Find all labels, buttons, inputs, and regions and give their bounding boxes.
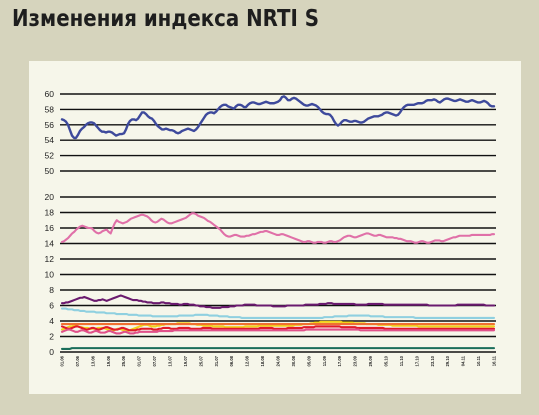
x-tick-label-6: 07.07: [152, 355, 157, 366]
bottom-ytick-2: 2: [49, 332, 54, 342]
bottom-series-line-1: [60, 294, 496, 309]
line-chart: 50 52 54 56 58 60 0 2 4 6 8 10 12 14 16 18 20 01.06 07.06 1…: [45, 89, 497, 366]
chart-title: Изменения индекса NRTI S: [12, 6, 320, 32]
x-tick-label-4: 25.06: [121, 355, 126, 366]
x-tick-label-11: 06.08: [229, 355, 234, 366]
x-tick-label-21: 05.10: [384, 355, 389, 366]
x-tick-label-5: 01.07: [137, 355, 142, 366]
x-tick-label-24: 23.10: [430, 355, 435, 366]
top-ytick-54: 54: [45, 135, 55, 145]
bottom-series-line-5: [60, 325, 496, 332]
top-ytick-58: 58: [45, 104, 55, 114]
bottom-series-line-3: [60, 320, 496, 333]
bottom-series-line-0: [60, 212, 496, 244]
top-ytick-52: 52: [45, 151, 55, 161]
x-tick-label-17: 11.09: [322, 355, 327, 366]
x-tick-label-20: 29.09: [368, 355, 373, 366]
top-series-line-0: [60, 95, 496, 140]
bottom-ytick-12: 12: [45, 254, 55, 264]
bottom-ytick-8: 8: [49, 285, 54, 295]
bottom-ytick-4: 4: [49, 316, 54, 326]
x-tick-label-10: 31.07: [214, 355, 219, 366]
x-tick-label-1: 07.06: [75, 355, 80, 366]
x-tick-label-2: 13.06: [90, 355, 95, 366]
x-tick-label-8: 19.07: [183, 355, 188, 366]
x-tick-label-25: 29.10: [445, 355, 450, 366]
x-tick-label-26: 04.11: [461, 355, 466, 366]
x-tick-label-28: 16.11: [492, 355, 497, 366]
x-tick-label-27: 10.11: [476, 355, 481, 366]
x-tick-label-18: 17.09: [337, 355, 342, 366]
x-tick-label-15: 30.08: [291, 355, 296, 366]
bottom-ytick-20: 20: [45, 192, 55, 202]
bottom-ytick-14: 14: [45, 239, 55, 249]
top-panel: 50 52 54 56 58 60: [45, 89, 496, 176]
x-tick-label-13: 18.08: [260, 355, 265, 366]
bottom-ytick-6: 6: [49, 301, 54, 311]
top-ytick-60: 60: [45, 89, 55, 99]
bottom-ytick-16: 16: [45, 223, 55, 233]
bottom-ytick-10: 10: [45, 270, 55, 280]
x-tick-label-22: 11.10: [399, 355, 404, 366]
bottom-ytick-0: 0: [49, 347, 54, 357]
x-tick-label-14: 24.08: [276, 355, 281, 366]
x-tick-label-19: 23.09: [353, 355, 358, 366]
x-tick-label-3: 19.06: [106, 355, 111, 366]
bottom-ytick-18: 18: [45, 208, 55, 218]
x-tick-label-7: 13.07: [168, 355, 173, 366]
bottom-panel: 0 2 4 6 8 10 12 14 16 18 20 01.06 07.06 13.06 19.06 25.…: [45, 192, 497, 366]
bottom-series-line-6: [60, 328, 496, 335]
top-ytick-56: 56: [45, 120, 55, 130]
top-ytick-50: 50: [45, 166, 55, 176]
x-tick-label-9: 25.07: [198, 355, 203, 366]
chart-panel: 50 52 54 56 58 60 0 2 4 6 8 10 12 14 16 18 20 01.06 07.06 1…: [29, 61, 521, 394]
bottom-series-line-2: [60, 307, 496, 319]
x-tick-label-23: 17.10: [414, 355, 419, 366]
x-tick-label-0: 01.06: [60, 355, 65, 366]
bottom-series-line-7: [60, 347, 496, 350]
x-tick-label-16: 05.09: [306, 355, 311, 366]
x-tick-label-12: 12.08: [245, 355, 250, 366]
